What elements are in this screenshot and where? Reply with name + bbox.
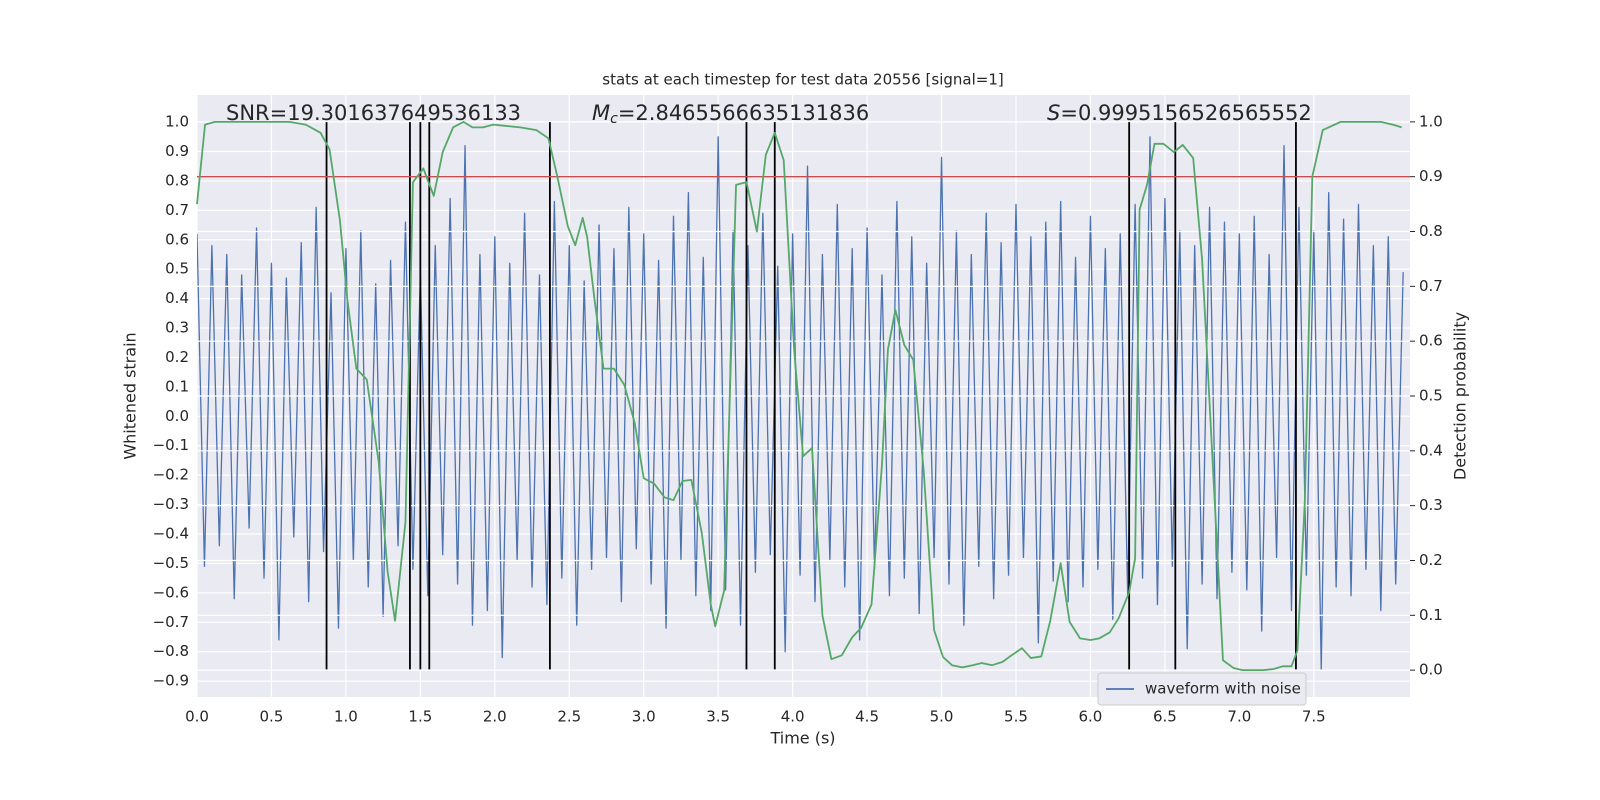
y-tick-label: 0.1	[165, 377, 189, 395]
waveform-layer	[197, 136, 1404, 670]
x-tick-label: 5.5	[1004, 708, 1028, 726]
y2-tick-label: 0.4	[1419, 441, 1443, 459]
annotation-subscript: c	[610, 111, 618, 127]
y-tick-label: 0.9	[165, 142, 189, 160]
x-tick-label: 5.0	[930, 708, 954, 726]
x-tick-label: 1.5	[408, 708, 432, 726]
legend-label: waveform with noise	[1145, 680, 1301, 698]
annotation: S=0.9995156526565552	[1047, 101, 1312, 125]
y2-axis-label: Detection probability	[1451, 312, 1470, 480]
x-axis-label: Time (s)	[769, 729, 835, 748]
x-tick-label: 7.5	[1302, 708, 1326, 726]
x-tick-label: 2.5	[557, 708, 581, 726]
y2-tick-label: 0.7	[1419, 277, 1443, 295]
y-tick-label: −0.1	[153, 436, 189, 454]
y-tick-label: −0.7	[153, 613, 189, 631]
y-tick-label: −0.4	[153, 524, 189, 542]
y-tick-label: 0.7	[165, 201, 189, 219]
x-tick-label: 3.5	[706, 708, 730, 726]
y2-tick-label: 0.8	[1419, 222, 1443, 240]
y2-tick-label: 0.0	[1419, 661, 1443, 679]
x-tick-label: 4.5	[855, 708, 879, 726]
x-tick-label: 3.0	[632, 708, 656, 726]
y-tick-label: 0.6	[165, 230, 189, 248]
legend: waveform with noise	[1097, 672, 1307, 706]
y-tick-label: 0.3	[165, 319, 189, 337]
y-tick-label: −0.8	[153, 642, 189, 660]
data-line	[196, 120, 1402, 672]
y-tick-label: 0.5	[165, 260, 189, 278]
data-line	[197, 136, 1404, 670]
x-tick-label: 7.0	[1227, 708, 1251, 726]
x-tick-label: 4.0	[781, 708, 805, 726]
y-tick-label: 1.0	[165, 113, 189, 131]
x-tick-label: 0.0	[185, 708, 209, 726]
annotation-value: =0.9995156526565552	[1060, 101, 1311, 125]
y2-tick-label: 1.0	[1419, 112, 1443, 130]
y-axis-label: Whitened strain	[121, 332, 140, 459]
y-tick-label: 0.8	[165, 171, 189, 189]
y-tick-label: 0.0	[165, 407, 189, 425]
y-tick-label: 0.2	[165, 348, 189, 366]
legend-box	[1097, 672, 1307, 706]
y-tick-label: −0.2	[153, 466, 189, 484]
y-tick-label: −0.5	[153, 554, 189, 572]
annotation-value: =2.8465566635131836	[618, 101, 869, 125]
y-tick-label: −0.3	[153, 495, 189, 513]
y-tick-label: 0.4	[165, 289, 189, 307]
x-tick-label: 0.5	[260, 708, 284, 726]
y2-tick-label: 0.1	[1419, 606, 1443, 624]
x-tick-label: 1.0	[334, 708, 358, 726]
x-tick-label: 6.5	[1153, 708, 1177, 726]
y2-tick-label: 0.3	[1419, 496, 1443, 514]
annotation-symbol: S	[1047, 101, 1060, 125]
annotation: SNR=19.301637649536133	[226, 101, 521, 125]
y-tick-label: −0.9	[153, 672, 189, 690]
overlay-layer	[196, 120, 1410, 672]
y2-tick-label: 0.5	[1419, 387, 1443, 405]
annotation-symbol: M	[592, 101, 610, 125]
x-tick-label: 6.0	[1079, 708, 1103, 726]
y-tick-label: −0.6	[153, 583, 189, 601]
y2-tick-label: 0.9	[1419, 167, 1443, 185]
y2-tick-label: 0.6	[1419, 332, 1443, 350]
x-tick-label: 2.0	[483, 708, 507, 726]
annotation: Mc=2.8465566635131836	[592, 101, 869, 127]
y2-tick-label: 0.2	[1419, 551, 1443, 569]
chart-title: stats at each timestep for test data 205…	[602, 71, 1003, 89]
